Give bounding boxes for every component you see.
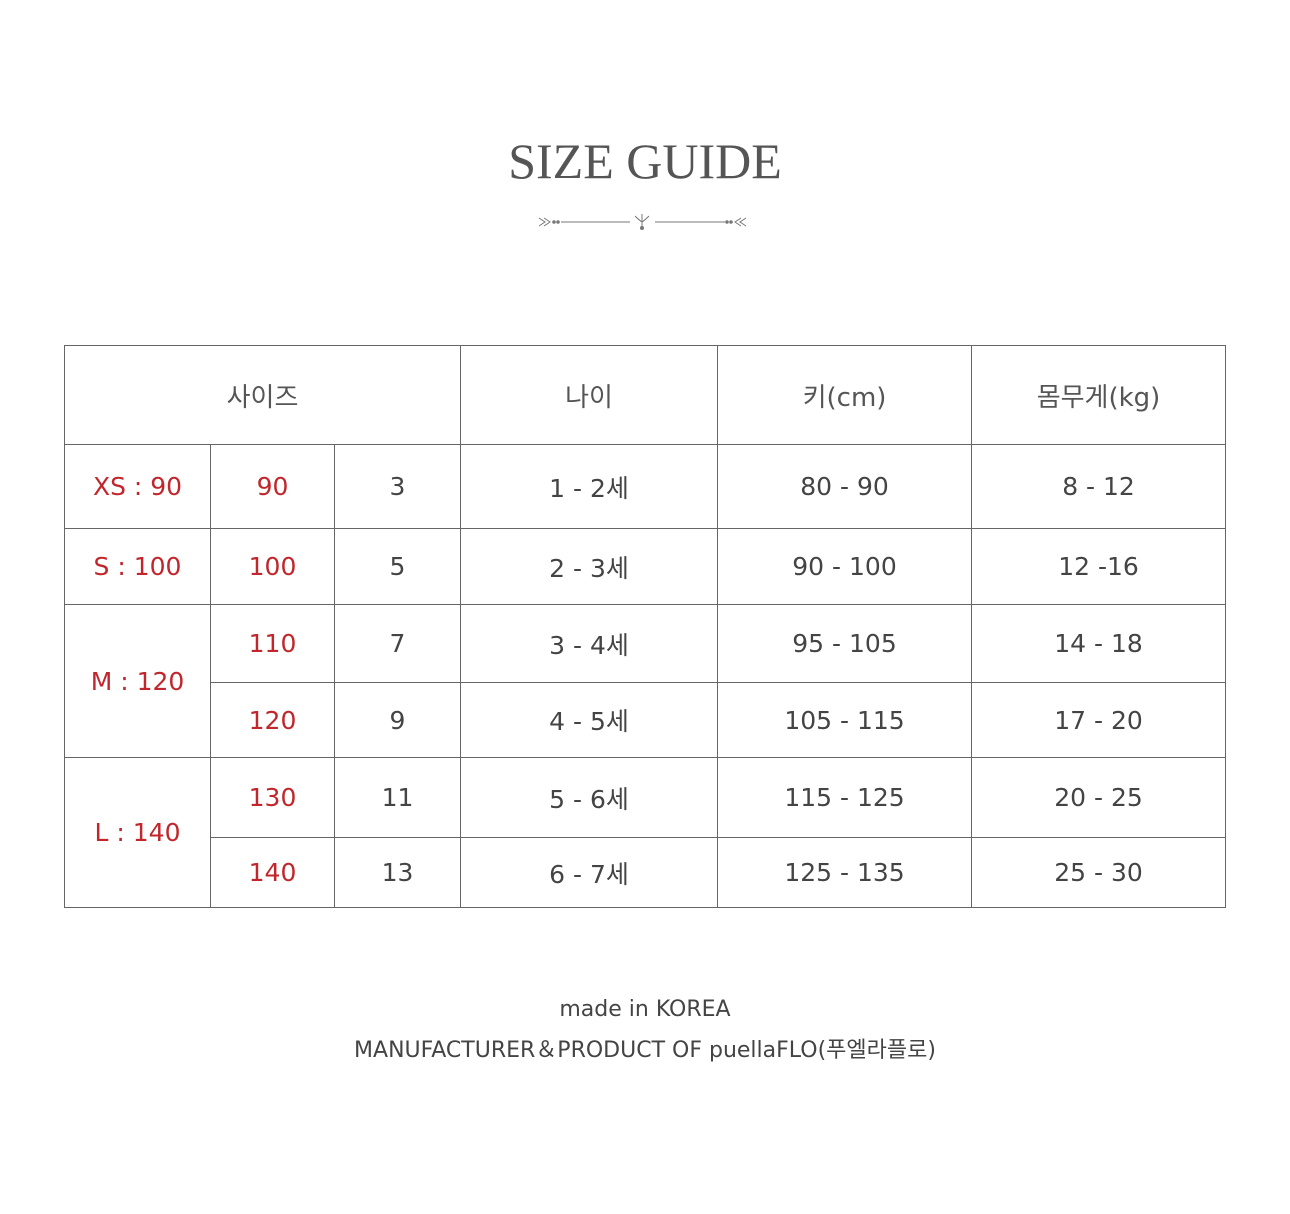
weight: 14 - 18 (971, 604, 1227, 683)
size-value: 130 (210, 757, 335, 838)
table-row: L : 140 130 11 5 - 6세 115 - 125 20 - 25 (64, 757, 1227, 908)
table-row: S : 100 100 5 2 - 3세 90 - 100 12 -16 (64, 528, 1227, 605)
size-number: 7 (333, 604, 462, 683)
table-row: XS : 90 90 3 1 - 2세 80 - 90 8 - 12 (64, 444, 1227, 529)
size-number: 3 (333, 444, 462, 529)
size-value: 120 (210, 682, 335, 758)
height: 115 - 125 (717, 757, 973, 838)
header-size: 사이즈 (63, 345, 462, 445)
header-height: 키(cm) (717, 345, 973, 445)
height: 90 - 100 (717, 528, 973, 605)
age: 1 - 2세 (460, 444, 719, 529)
weight: 12 -16 (971, 528, 1227, 605)
table-row: 120 9 4 - 5세 105 - 115 17 - 20 (65, 682, 1227, 758)
size-value: 90 (210, 444, 335, 529)
header-age: 나이 (460, 345, 719, 445)
age: 5 - 6세 (460, 757, 719, 838)
size-group: M : 120 (64, 604, 211, 758)
footer-manufacturer: MANUFACTURER＆PRODUCT OF puellaFLO(푸엘라플로) (354, 1038, 936, 1063)
size-table: 사이즈 나이 키(cm) 몸무게(kg) XS : 90 90 3 1 - 2세… (63, 345, 1227, 908)
header-weight: 몸무게(kg) (971, 345, 1227, 445)
table-header-row: 사이즈 나이 키(cm) 몸무게(kg) (63, 345, 1227, 445)
size-value: 100 (210, 528, 335, 605)
age: 4 - 5세 (460, 682, 719, 758)
size-value: 110 (210, 604, 335, 683)
ornament-divider-icon (538, 214, 747, 230)
weight: 8 - 12 (971, 444, 1227, 529)
size-value: 140 (210, 837, 335, 908)
size-number: 5 (333, 528, 462, 605)
age: 6 - 7세 (460, 837, 719, 908)
age: 3 - 4세 (460, 604, 719, 683)
weight: 17 - 20 (971, 682, 1227, 758)
size-number: 13 (333, 837, 462, 908)
footer-origin: made in KOREA (559, 997, 731, 1022)
size-number: 11 (333, 757, 462, 838)
height: 95 - 105 (717, 604, 973, 683)
weight: 25 - 30 (971, 837, 1227, 908)
table-row: M : 120 110 7 3 - 4세 95 - 105 14 - 18 (64, 604, 1227, 758)
size-number: 9 (333, 682, 462, 758)
table-row: 140 13 6 - 7세 125 - 135 25 - 30 (65, 837, 1227, 908)
height: 125 - 135 (717, 837, 973, 908)
height: 80 - 90 (717, 444, 973, 529)
page-title: SIZE GUIDE (508, 133, 782, 189)
height: 105 - 115 (717, 682, 973, 758)
size-group: L : 140 (64, 757, 211, 908)
size-group: S : 100 (64, 528, 211, 605)
size-group: XS : 90 (64, 444, 211, 529)
age: 2 - 3세 (460, 528, 719, 605)
weight: 20 - 25 (971, 757, 1227, 838)
